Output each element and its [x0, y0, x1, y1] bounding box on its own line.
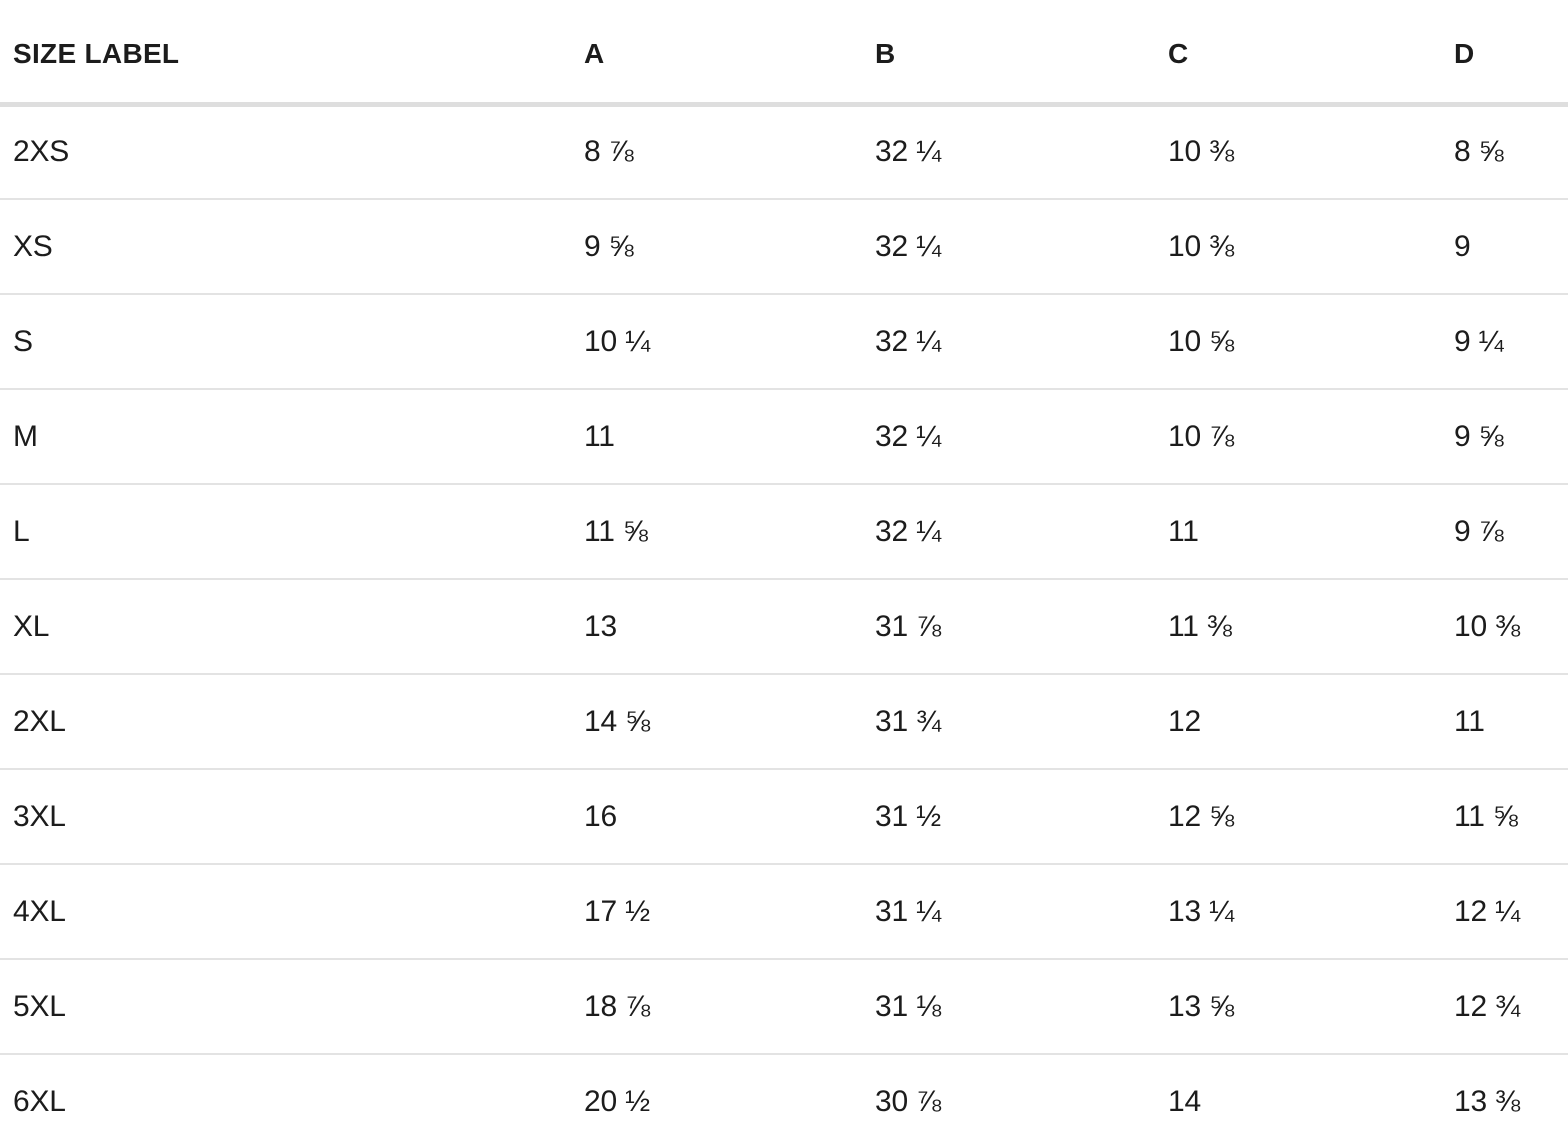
measurement-cell-a: 9 ⅝	[584, 199, 875, 295]
measurement-cell-a: 20 ½	[584, 1054, 875, 1144]
measurement-cell-c: 14	[1168, 1054, 1454, 1144]
column-header-c: C	[1168, 0, 1454, 107]
size-label-cell: XS	[0, 199, 584, 295]
table-row: L 11 ⅝ 32 ¼ 11 9 ⅞	[0, 484, 1568, 580]
size-label-cell: L	[0, 484, 584, 580]
column-header-a: A	[584, 0, 875, 107]
size-chart-header: SIZE LABEL A B C D	[0, 0, 1568, 107]
measurement-cell-d: 13 ⅜	[1454, 1054, 1568, 1144]
measurement-cell-d: 9 ⅝	[1454, 389, 1568, 485]
measurement-cell-b: 32 ¼	[875, 294, 1168, 390]
measurement-cell-a: 11 ⅝	[584, 484, 875, 580]
measurement-cell-a: 14 ⅝	[584, 674, 875, 770]
table-row: 2XL 14 ⅝ 31 ¾ 12 11	[0, 674, 1568, 770]
table-row: 6XL 20 ½ 30 ⅞ 14 13 ⅜	[0, 1054, 1568, 1144]
measurement-cell-b: 31 ⅞	[875, 579, 1168, 675]
size-label-cell: 3XL	[0, 769, 584, 865]
measurement-cell-d: 9 ¼	[1454, 294, 1568, 390]
column-header-d: D	[1454, 0, 1568, 107]
measurement-cell-a: 17 ½	[584, 864, 875, 960]
measurement-cell-a: 10 ¼	[584, 294, 875, 390]
measurement-cell-d: 9 ⅞	[1454, 484, 1568, 580]
measurement-cell-b: 32 ¼	[875, 199, 1168, 295]
measurement-cell-a: 11	[584, 389, 875, 485]
size-label-cell: 6XL	[0, 1054, 584, 1144]
measurement-cell-c: 11 ⅜	[1168, 579, 1454, 675]
measurement-cell-c: 13 ¼	[1168, 864, 1454, 960]
measurement-cell-c: 10 ⅞	[1168, 389, 1454, 485]
measurement-cell-c: 10 ⅜	[1168, 104, 1454, 200]
size-label-cell: 2XL	[0, 674, 584, 770]
measurement-cell-d: 9	[1454, 199, 1568, 295]
column-header-b: B	[875, 0, 1168, 107]
measurement-cell-b: 32 ¼	[875, 484, 1168, 580]
measurement-cell-b: 32 ¼	[875, 104, 1168, 200]
measurement-cell-d: 12 ¾	[1454, 959, 1568, 1055]
measurement-cell-a: 8 ⅞	[584, 104, 875, 200]
measurement-cell-c: 12	[1168, 674, 1454, 770]
measurement-cell-b: 31 ¾	[875, 674, 1168, 770]
measurement-cell-c: 13 ⅝	[1168, 959, 1454, 1055]
size-label-cell: XL	[0, 579, 584, 675]
measurement-cell-c: 11	[1168, 484, 1454, 580]
table-row: 5XL 18 ⅞ 31 ⅛ 13 ⅝ 12 ¾	[0, 959, 1568, 1055]
size-label-cell: 4XL	[0, 864, 584, 960]
table-row: 4XL 17 ½ 31 ¼ 13 ¼ 12 ¼	[0, 864, 1568, 960]
measurement-cell-c: 10 ⅝	[1168, 294, 1454, 390]
size-label-cell: S	[0, 294, 584, 390]
measurement-cell-c: 12 ⅝	[1168, 769, 1454, 865]
table-row: XL 13 31 ⅞ 11 ⅜ 10 ⅜	[0, 579, 1568, 675]
measurement-cell-c: 10 ⅜	[1168, 199, 1454, 295]
table-row: 3XL 16 31 ½ 12 ⅝ 11 ⅝	[0, 769, 1568, 865]
column-header-size-label: SIZE LABEL	[0, 0, 584, 107]
measurement-cell-a: 13	[584, 579, 875, 675]
measurement-cell-b: 31 ¼	[875, 864, 1168, 960]
measurement-cell-d: 11	[1454, 674, 1568, 770]
measurement-cell-d: 11 ⅝	[1454, 769, 1568, 865]
measurement-cell-b: 32 ¼	[875, 389, 1168, 485]
measurement-cell-b: 31 ⅛	[875, 959, 1168, 1055]
measurement-cell-a: 18 ⅞	[584, 959, 875, 1055]
measurement-cell-b: 31 ½	[875, 769, 1168, 865]
size-label-cell: 2XS	[0, 104, 584, 200]
measurement-cell-d: 10 ⅜	[1454, 579, 1568, 675]
size-label-cell: 5XL	[0, 959, 584, 1055]
measurement-cell-d: 12 ¼	[1454, 864, 1568, 960]
measurement-cell-d: 8 ⅝	[1454, 104, 1568, 200]
measurement-cell-a: 16	[584, 769, 875, 865]
measurement-cell-b: 30 ⅞	[875, 1054, 1168, 1144]
size-label-cell: M	[0, 389, 584, 485]
header-row: SIZE LABEL A B C D	[0, 0, 1568, 107]
